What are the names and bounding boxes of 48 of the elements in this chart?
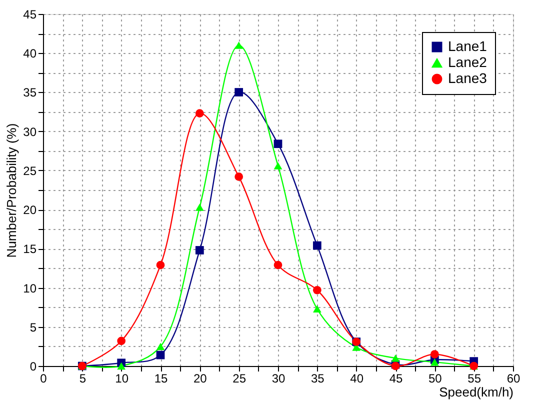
point xyxy=(156,350,165,360)
point xyxy=(156,342,165,350)
point xyxy=(391,354,400,362)
x-tick-label: 10 xyxy=(115,372,129,386)
point xyxy=(430,350,439,358)
point xyxy=(312,286,322,294)
point xyxy=(274,260,282,270)
y-tick-label: 25 xyxy=(23,164,37,178)
point xyxy=(234,88,244,96)
point xyxy=(234,172,244,181)
y-tick-label: 5 xyxy=(30,320,37,334)
x-tick-label: 30 xyxy=(272,372,286,386)
x-tick-label: 60 xyxy=(506,372,520,386)
x-axis-title: Speed(km/h) xyxy=(439,384,514,400)
point xyxy=(117,336,126,346)
y-tick-label: 30 xyxy=(23,124,37,139)
x-tick-label: 40 xyxy=(350,372,364,386)
x-tick-label: 50 xyxy=(428,372,442,386)
y-tick-label: 0 xyxy=(30,360,37,374)
point xyxy=(117,362,126,370)
y-tick-label: 40 xyxy=(23,46,37,61)
x-tick-label: 35 xyxy=(310,372,325,386)
legend-label: Lane1 xyxy=(448,38,488,54)
x-tick-label: 20 xyxy=(193,372,208,386)
y-tick-label: 15 xyxy=(23,242,37,256)
point xyxy=(195,246,204,254)
point xyxy=(312,241,322,250)
legend-label: Lane2 xyxy=(448,54,488,70)
y-tick-label: 10 xyxy=(23,281,37,296)
point xyxy=(274,140,282,148)
point xyxy=(195,204,204,211)
point xyxy=(430,358,439,366)
legend-label: Lane3 xyxy=(448,70,488,86)
point xyxy=(195,109,204,118)
y-tick-label: 45 xyxy=(23,8,37,22)
y-tick-label: 20 xyxy=(23,203,37,218)
y-tick-label: 35 xyxy=(23,86,37,100)
point xyxy=(234,42,244,49)
x-tick-label: 55 xyxy=(468,372,482,386)
point xyxy=(156,260,165,270)
x-tick-label: 0 xyxy=(40,372,48,386)
x-tick-label: 25 xyxy=(232,372,246,386)
y-axis-title: Number/Probability (%) xyxy=(4,123,20,258)
point xyxy=(274,162,282,170)
point xyxy=(312,305,322,313)
x-tick-label: 45 xyxy=(389,372,403,386)
x-tick-label: 5 xyxy=(79,372,86,386)
x-tick-label: 15 xyxy=(154,372,168,386)
